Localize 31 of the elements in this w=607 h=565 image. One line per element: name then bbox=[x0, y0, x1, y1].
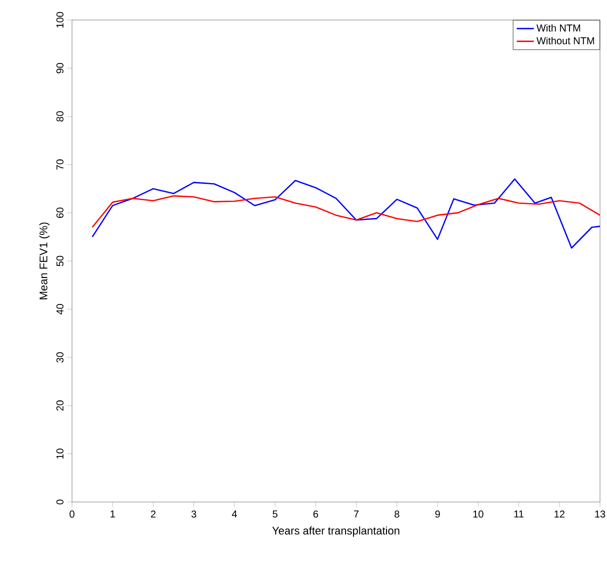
legend-label: Without NTM bbox=[536, 36, 594, 44]
x-tick-label: 9 bbox=[435, 510, 440, 518]
y-axis-title: Mean FEV1 (%) bbox=[39, 222, 50, 300]
line-series bbox=[92, 195, 600, 228]
x-tick-label: 5 bbox=[272, 510, 278, 518]
x-tick-label: 7 bbox=[354, 510, 359, 518]
y-tick-label: 90 bbox=[56, 63, 64, 74]
x-tick-label: 2 bbox=[150, 510, 156, 518]
y-tick-label: 10 bbox=[56, 448, 64, 459]
legend-label: With NTM bbox=[536, 24, 580, 32]
x-tick-label: 6 bbox=[313, 510, 318, 518]
y-tick-label: 100 bbox=[56, 12, 64, 28]
x-tick-label: 8 bbox=[394, 510, 400, 518]
x-tick-label: 0 bbox=[70, 510, 74, 518]
y-tick-label: 80 bbox=[56, 111, 64, 122]
y-tick-label: 60 bbox=[56, 208, 64, 218]
x-tick-label: 3 bbox=[191, 510, 196, 518]
y-tick-label: 70 bbox=[56, 159, 64, 170]
x-tick-label: 12 bbox=[554, 510, 564, 518]
x-tick-label: 1 bbox=[110, 510, 115, 518]
x-tick-label: 11 bbox=[514, 510, 524, 518]
x-axis-title: Years after transplantation bbox=[272, 526, 400, 537]
y-tick-label: 40 bbox=[56, 304, 64, 315]
y-tick-label: 30 bbox=[56, 352, 64, 363]
y-tick-label: 0 bbox=[56, 500, 64, 504]
y-tick-label: 20 bbox=[56, 400, 64, 411]
x-tick-label: 10 bbox=[473, 510, 484, 518]
x-tick-label: 4 bbox=[232, 510, 237, 518]
line-series bbox=[92, 178, 600, 249]
y-tick-label: 50 bbox=[56, 256, 64, 266]
x-tick-label: 13 bbox=[595, 510, 606, 518]
